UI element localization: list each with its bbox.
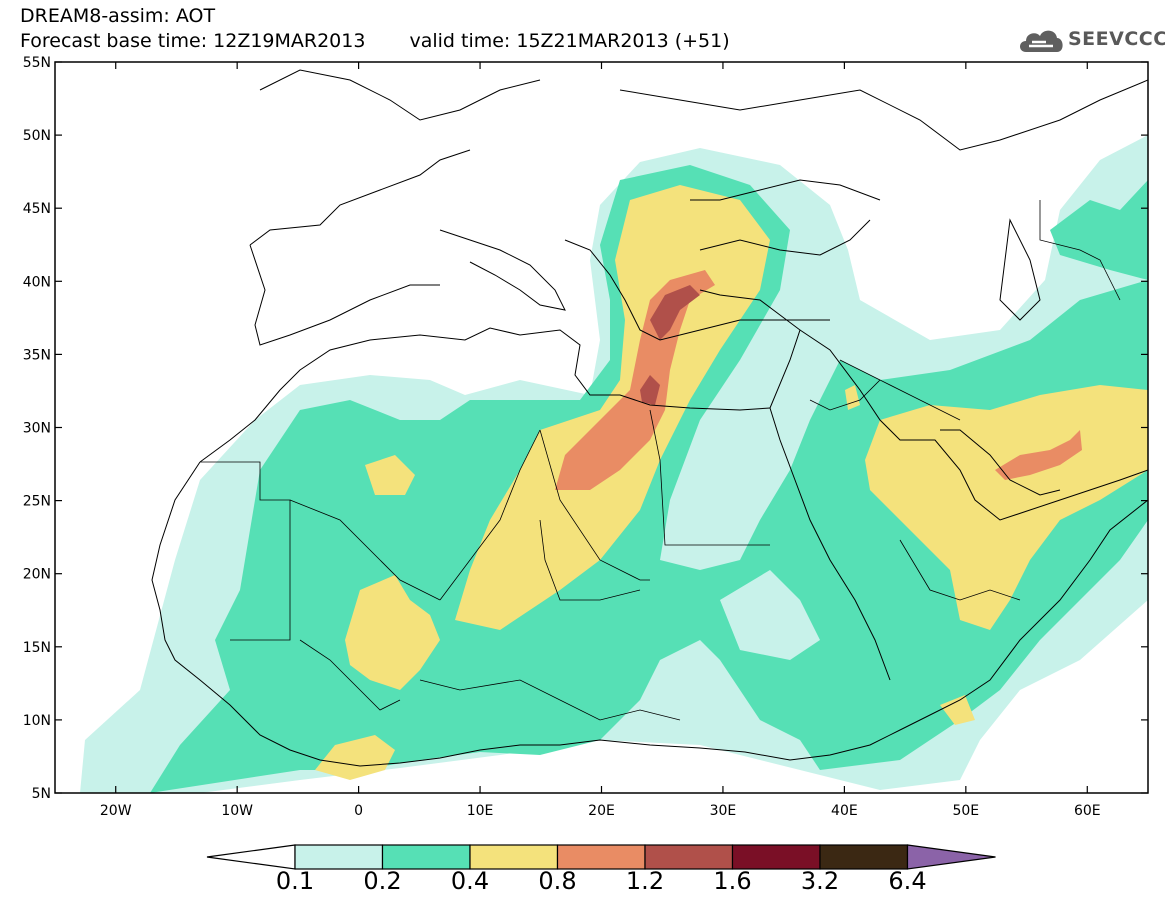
lon-tick-label: 20W xyxy=(100,803,132,819)
lat-tick-label: 20N xyxy=(23,567,51,583)
colorbar-segment xyxy=(556,844,646,870)
aot-band-0.8 xyxy=(555,270,1082,490)
colorbar-label: 0.4 xyxy=(450,867,490,895)
coastlines xyxy=(151,69,1148,767)
logo-text: SEEVCCC xyxy=(1068,28,1165,50)
lon-tick-label: 60E xyxy=(1074,803,1101,819)
lat-tick-label: 40N xyxy=(23,274,51,290)
colorbar-segment xyxy=(731,844,821,870)
valid-time: valid time: 15Z21MAR2013 (+51) xyxy=(409,30,730,52)
colorbar-label: 3.2 xyxy=(800,867,840,895)
lat-tick-label: 35N xyxy=(23,347,51,363)
lat-tick-label: 25N xyxy=(23,494,51,510)
lat-tick-label: 5N xyxy=(32,786,51,802)
colorbar-label: 6.4 xyxy=(888,867,927,895)
base-time: Forecast base time: 12Z19MAR2013 xyxy=(20,30,366,52)
lon-tick-label: 20E xyxy=(588,803,615,819)
colorbar-segment xyxy=(819,844,909,870)
map-title: DREAM8-assim: AOT xyxy=(20,5,216,27)
borders xyxy=(200,200,1121,721)
colorbar-low-triangle xyxy=(206,844,296,870)
lon-tick-label: 30E xyxy=(710,803,737,819)
lon-tick-label: 0 xyxy=(354,803,363,819)
colorbar-label: 0.8 xyxy=(538,867,577,895)
colorbar-label: 1.6 xyxy=(713,867,752,895)
colorbar-segment xyxy=(469,844,559,870)
lat-tick-label: 15N xyxy=(23,640,51,656)
colorbar-segment xyxy=(294,844,384,870)
lat-tick-label: 10N xyxy=(23,713,51,729)
lat-tick-label: 30N xyxy=(23,421,51,437)
lat-tick-label: 50N xyxy=(23,128,51,144)
lon-tick-label: 50E xyxy=(952,803,979,819)
seevccc-logo: SEEVCCC xyxy=(1016,22,1165,56)
colorbar-label: 0.1 xyxy=(275,867,315,895)
colorbar-label: 0.2 xyxy=(363,867,402,895)
colorbar-segment xyxy=(644,844,734,870)
colorbar-label: 1.2 xyxy=(625,867,665,895)
aot-colorbar xyxy=(206,844,996,870)
colorbar-high-triangle xyxy=(906,844,996,870)
lat-tick-label: 55N xyxy=(23,55,51,71)
lon-tick-label: 10E xyxy=(467,803,494,819)
cloud-icon xyxy=(1020,30,1063,52)
latitude-axis: 55N 50N 45N 40N 35N 30N 25N 20N 15N 10N 5N xyxy=(23,55,1148,802)
aot-fields xyxy=(80,135,1148,793)
colorbar-segment xyxy=(381,844,471,870)
aot-band-1.2 xyxy=(640,285,700,405)
lon-tick-label: 10W xyxy=(221,803,253,819)
lon-tick-label: 40E xyxy=(831,803,858,819)
lat-tick-label: 45N xyxy=(23,201,51,217)
longitude-axis: 20W 10W 0 10E 20E 30E 40E 50E 60E xyxy=(100,62,1101,819)
forecast-times: Forecast base time: 12Z19MAR2013 valid ti… xyxy=(20,31,730,51)
